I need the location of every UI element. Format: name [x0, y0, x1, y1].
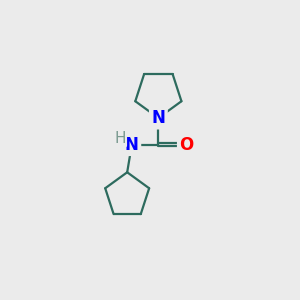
Text: N: N	[152, 109, 165, 127]
Text: O: O	[179, 136, 194, 154]
Text: N: N	[125, 136, 139, 154]
Text: H: H	[114, 130, 125, 146]
